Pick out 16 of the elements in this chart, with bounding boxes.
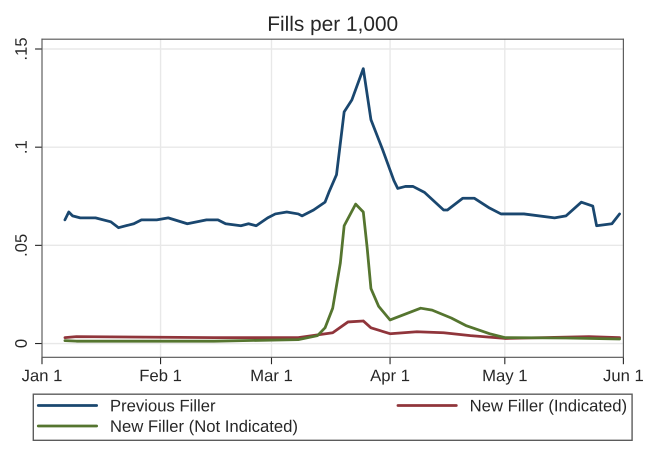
x-tick-label: Jun 1: [603, 370, 643, 382]
x-tick-label: Feb 1: [140, 369, 182, 382]
y-tick-label: .1: [15, 141, 27, 153]
y-tick-label: 0: [15, 340, 27, 348]
legend-label: New Filler (Indicated): [471, 399, 626, 415]
y-tick-label: .15: [15, 38, 27, 60]
legend-label: New Filler (Not Indicated): [111, 420, 297, 436]
legend-label: Previous Filler: [111, 399, 216, 412]
chart-title: Fills per 1,000: [268, 16, 398, 36]
x-tick-label: Mar 1: [252, 370, 292, 382]
x-tick-label: Apr 1: [370, 370, 410, 385]
line-series: [64, 67, 621, 230]
x-tick-label: Jan 1: [22, 370, 62, 382]
y-tick-label: .05: [15, 234, 27, 256]
x-tick-label: May 1: [483, 370, 527, 385]
line-series: [64, 202, 621, 343]
